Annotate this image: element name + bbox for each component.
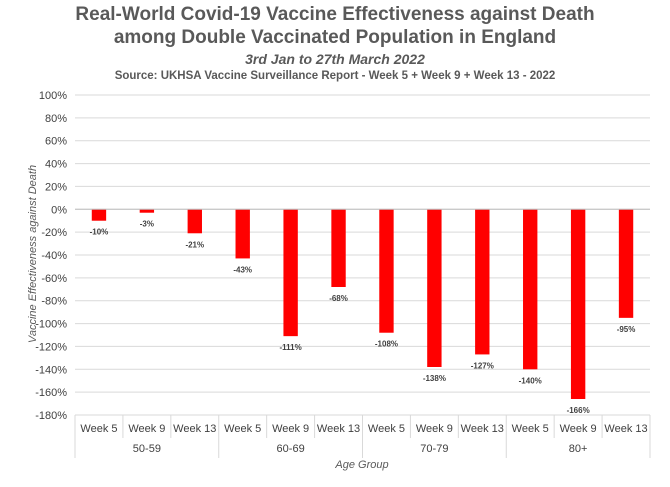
y-tick-label: 100% <box>39 90 67 102</box>
x-tick-label: Week 9 <box>272 423 309 435</box>
x-tick-label: Week 13 <box>461 423 504 435</box>
x-tick-label: Week 9 <box>416 423 453 435</box>
bar <box>475 209 490 355</box>
x-tick-label: Week 5 <box>80 423 117 435</box>
x-tick-label: Week 5 <box>368 423 405 435</box>
x-tick-label: Week 5 <box>224 423 261 435</box>
chart-title-line2: among Double Vaccinated Population in En… <box>113 27 557 48</box>
data-label: -21% <box>185 240 204 249</box>
y-tick-label: -120% <box>35 341 67 353</box>
data-label: -140% <box>519 376 542 385</box>
gridlines <box>75 94 650 416</box>
y-tick-label: 40% <box>45 159 67 171</box>
data-label: -95% <box>617 325 636 334</box>
bar <box>187 209 202 234</box>
y-axis-ticks: -180% -160% -140% -120% -100% -80% -60% -40% -20… <box>35 90 67 422</box>
bar <box>283 209 298 337</box>
y-tick-label: -180% <box>35 410 67 422</box>
data-label: -166% <box>567 406 590 415</box>
bar <box>379 209 394 333</box>
y-tick-label: -80% <box>41 296 67 308</box>
data-label: -10% <box>90 228 109 237</box>
y-tick-label: 0% <box>51 204 67 216</box>
y-tick-label: 60% <box>45 136 67 148</box>
bar <box>331 209 346 287</box>
data-label: -108% <box>375 340 398 349</box>
y-tick-label: 20% <box>45 181 67 193</box>
data-label: -127% <box>471 361 494 370</box>
data-label: -3% <box>140 220 154 229</box>
group-label: 60-69 <box>277 443 305 455</box>
x-axis-title: Age Group <box>334 459 388 471</box>
data-labels: -10% -3% -21% -43% -111% -68% -108% -138% -127% -… <box>90 220 636 415</box>
chart-title: Real-World Covid-19 Vaccine Effectivenes… <box>75 4 595 25</box>
chart-subtitle: 3rd Jan to 27th March 2022 <box>245 51 425 67</box>
bar <box>427 209 442 367</box>
bar <box>235 209 250 259</box>
y-tick-label: -160% <box>35 387 67 399</box>
y-tick-label: -100% <box>35 319 67 331</box>
y-tick-label: 80% <box>45 113 67 125</box>
chart-source: Source: UKHSA Vaccine Surveillance Repor… <box>114 70 556 82</box>
group-label: 50-59 <box>133 443 161 455</box>
y-tick-label: -60% <box>41 273 67 285</box>
y-tick-label: -20% <box>41 227 67 239</box>
y-axis-title: Vaccine Effectiveness against Death <box>27 165 39 343</box>
bar <box>570 209 586 399</box>
data-label: -43% <box>233 265 252 274</box>
bar <box>618 209 634 318</box>
bar <box>91 209 107 221</box>
group-label: 70-79 <box>420 443 448 455</box>
bar <box>139 209 155 213</box>
x-tick-label: Week 9 <box>128 423 165 435</box>
bar <box>523 209 538 370</box>
bars <box>91 209 634 399</box>
x-axis: Week 5 Week 9 Week 13 Week 5 Week 9 Week 13 We… <box>74 208 651 458</box>
data-label: -138% <box>423 374 446 383</box>
x-tick-label: Week 13 <box>173 423 216 435</box>
data-label: -111% <box>280 343 302 352</box>
group-label: 80+ <box>569 443 588 455</box>
y-tick-label: -140% <box>35 364 67 376</box>
y-tick-label: -40% <box>41 250 67 262</box>
x-tick-label: Week 13 <box>604 423 647 435</box>
data-label: -68% <box>329 294 348 303</box>
x-tick-label: Week 5 <box>512 423 549 435</box>
x-tick-label: Week 9 <box>560 423 597 435</box>
x-tick-label: Week 13 <box>317 423 360 435</box>
